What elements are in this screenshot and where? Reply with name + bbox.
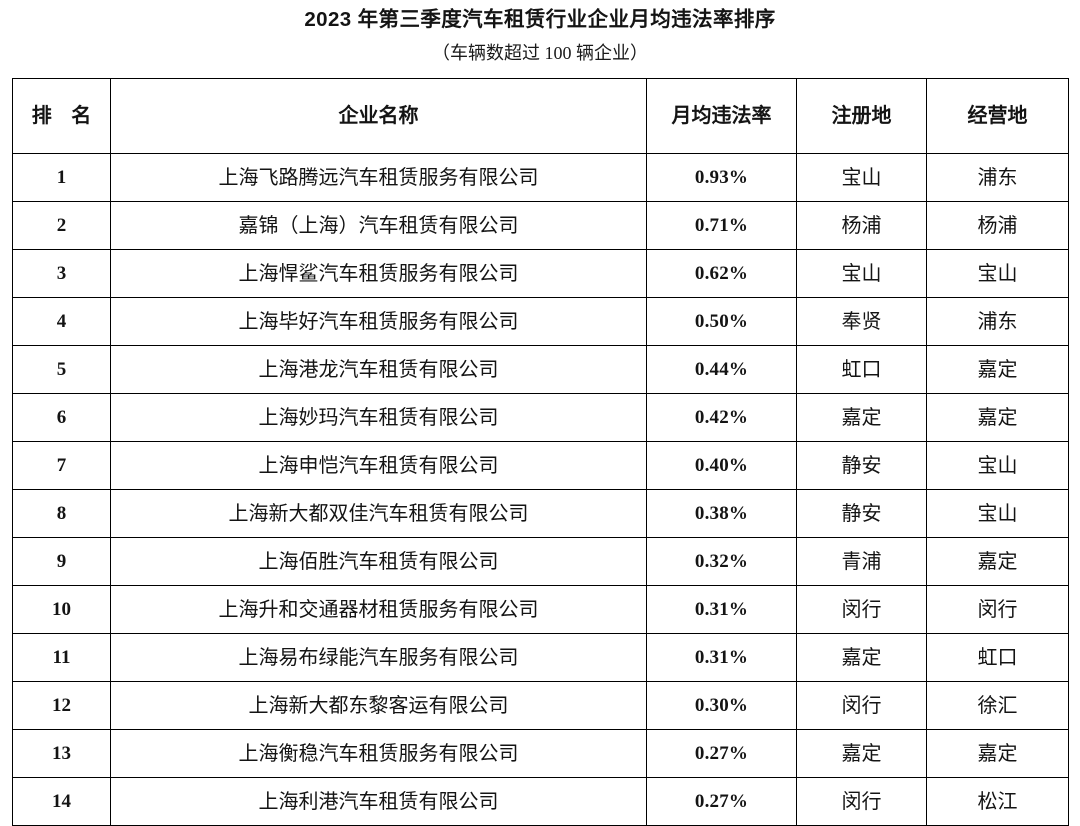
cell-operation-district: 杨浦 <box>926 201 1069 250</box>
cell-company-name: 上海港龙汽车租赁有限公司 <box>110 345 647 394</box>
cell-company-name: 上海妙玛汽车租赁有限公司 <box>110 393 647 442</box>
table-row: 14 上海利港汽车租赁有限公司 0.27% 闵行 松江 <box>12 777 1069 826</box>
cell-violation-rate: 0.31% <box>646 633 797 682</box>
cell-registration-district: 静安 <box>796 441 927 490</box>
cell-rank: 12 <box>12 681 111 730</box>
cell-violation-rate: 0.30% <box>646 681 797 730</box>
table-row: 9 上海佰胜汽车租赁有限公司 0.32% 青浦 嘉定 <box>12 537 1069 586</box>
cell-operation-district: 浦东 <box>926 153 1069 202</box>
cell-company-name: 上海利港汽车租赁有限公司 <box>110 777 647 826</box>
cell-registration-district: 虹口 <box>796 345 927 394</box>
title-block: 2023 年第三季度汽车租赁行业企业月均违法率排序 （车辆数超过 100 辆企业… <box>0 0 1080 66</box>
column-header-monthly-violation-rate: 月均违法率 <box>646 78 797 154</box>
cell-violation-rate: 0.31% <box>646 585 797 634</box>
cell-rank: 4 <box>12 297 111 346</box>
table-row: 8 上海新大都双佳汽车租赁有限公司 0.38% 静安 宝山 <box>12 489 1069 538</box>
cell-operation-district: 嘉定 <box>926 345 1069 394</box>
cell-registration-district: 静安 <box>796 489 927 538</box>
cell-operation-district: 宝山 <box>926 441 1069 490</box>
table-body: 1 上海飞路腾远汽车租赁服务有限公司 0.93% 宝山 浦东 2 嘉锦（上海）汽… <box>12 153 1069 826</box>
table-header-row: 排 名 企业名称 月均违法率 注册地 经营地 <box>12 78 1069 154</box>
cell-company-name: 上海悍鲨汽车租赁服务有限公司 <box>110 249 647 298</box>
cell-operation-district: 浦东 <box>926 297 1069 346</box>
page-subtitle: （车辆数超过 100 辆企业） <box>432 43 648 63</box>
column-header-rank: 排 名 <box>12 78 111 154</box>
cell-registration-district: 杨浦 <box>796 201 927 250</box>
cell-registration-district: 嘉定 <box>796 393 927 442</box>
cell-violation-rate: 0.44% <box>646 345 797 394</box>
cell-violation-rate: 0.40% <box>646 441 797 490</box>
table-row: 1 上海飞路腾远汽车租赁服务有限公司 0.93% 宝山 浦东 <box>12 153 1069 202</box>
table-row: 10 上海升和交通器材租赁服务有限公司 0.31% 闵行 闵行 <box>12 585 1069 634</box>
page-title: 2023 年第三季度汽车租赁行业企业月均违法率排序 <box>304 8 776 31</box>
cell-rank: 14 <box>12 777 111 826</box>
cell-registration-district: 嘉定 <box>796 729 927 778</box>
cell-violation-rate: 0.71% <box>646 201 797 250</box>
cell-company-name: 上海佰胜汽车租赁有限公司 <box>110 537 647 586</box>
cell-company-name: 上海毕好汽车租赁服务有限公司 <box>110 297 647 346</box>
cell-violation-rate: 0.62% <box>646 249 797 298</box>
table-row: 5 上海港龙汽车租赁有限公司 0.44% 虹口 嘉定 <box>12 345 1069 394</box>
cell-violation-rate: 0.27% <box>646 729 797 778</box>
column-header-operation-district: 经营地 <box>926 78 1069 154</box>
cell-operation-district: 徐汇 <box>926 681 1069 730</box>
table-row: 12 上海新大都东黎客运有限公司 0.30% 闵行 徐汇 <box>12 681 1069 730</box>
table-row: 11 上海易布绿能汽车服务有限公司 0.31% 嘉定 虹口 <box>12 633 1069 682</box>
cell-operation-district: 宝山 <box>926 249 1069 298</box>
cell-registration-district: 奉贤 <box>796 297 927 346</box>
cell-violation-rate: 0.93% <box>646 153 797 202</box>
cell-rank: 1 <box>12 153 111 202</box>
cell-company-name: 上海申恺汽车租赁有限公司 <box>110 441 647 490</box>
cell-rank: 7 <box>12 441 111 490</box>
cell-company-name: 上海衡稳汽车租赁服务有限公司 <box>110 729 647 778</box>
cell-registration-district: 闵行 <box>796 777 927 826</box>
cell-registration-district: 闵行 <box>796 681 927 730</box>
ranking-table-container: 排 名 企业名称 月均违法率 注册地 经营地 1 上海飞路腾远汽车租赁服务有限公… <box>12 78 1069 826</box>
table-row: 7 上海申恺汽车租赁有限公司 0.40% 静安 宝山 <box>12 441 1069 490</box>
column-header-registration-district: 注册地 <box>796 78 927 154</box>
table-header: 排 名 企业名称 月均违法率 注册地 经营地 <box>12 78 1069 154</box>
table-row: 6 上海妙玛汽车租赁有限公司 0.42% 嘉定 嘉定 <box>12 393 1069 442</box>
table-row: 4 上海毕好汽车租赁服务有限公司 0.50% 奉贤 浦东 <box>12 297 1069 346</box>
cell-operation-district: 松江 <box>926 777 1069 826</box>
cell-violation-rate: 0.32% <box>646 537 797 586</box>
cell-registration-district: 闵行 <box>796 585 927 634</box>
cell-operation-district: 宝山 <box>926 489 1069 538</box>
cell-rank: 6 <box>12 393 111 442</box>
cell-operation-district: 嘉定 <box>926 729 1069 778</box>
cell-violation-rate: 0.27% <box>646 777 797 826</box>
column-header-company-name: 企业名称 <box>110 78 647 154</box>
table-row: 2 嘉锦（上海）汽车租赁有限公司 0.71% 杨浦 杨浦 <box>12 201 1069 250</box>
cell-company-name: 上海升和交通器材租赁服务有限公司 <box>110 585 647 634</box>
cell-company-name: 上海新大都东黎客运有限公司 <box>110 681 647 730</box>
cell-company-name: 上海新大都双佳汽车租赁有限公司 <box>110 489 647 538</box>
cell-operation-district: 嘉定 <box>926 537 1069 586</box>
cell-registration-district: 宝山 <box>796 153 927 202</box>
cell-rank: 13 <box>12 729 111 778</box>
cell-rank: 2 <box>12 201 111 250</box>
cell-violation-rate: 0.38% <box>646 489 797 538</box>
cell-registration-district: 嘉定 <box>796 633 927 682</box>
cell-violation-rate: 0.42% <box>646 393 797 442</box>
cell-rank: 9 <box>12 537 111 586</box>
cell-registration-district: 宝山 <box>796 249 927 298</box>
cell-company-name: 嘉锦（上海）汽车租赁有限公司 <box>110 201 647 250</box>
table-row: 13 上海衡稳汽车租赁服务有限公司 0.27% 嘉定 嘉定 <box>12 729 1069 778</box>
cell-rank: 8 <box>12 489 111 538</box>
cell-rank: 3 <box>12 249 111 298</box>
cell-operation-district: 闵行 <box>926 585 1069 634</box>
cell-operation-district: 嘉定 <box>926 393 1069 442</box>
cell-rank: 10 <box>12 585 111 634</box>
cell-rank: 11 <box>12 633 111 682</box>
ranking-table: 排 名 企业名称 月均违法率 注册地 经营地 1 上海飞路腾远汽车租赁服务有限公… <box>12 78 1069 826</box>
cell-company-name: 上海飞路腾远汽车租赁服务有限公司 <box>110 153 647 202</box>
cell-rank: 5 <box>12 345 111 394</box>
cell-violation-rate: 0.50% <box>646 297 797 346</box>
cell-company-name: 上海易布绿能汽车服务有限公司 <box>110 633 647 682</box>
cell-registration-district: 青浦 <box>796 537 927 586</box>
cell-operation-district: 虹口 <box>926 633 1069 682</box>
table-row: 3 上海悍鲨汽车租赁服务有限公司 0.62% 宝山 宝山 <box>12 249 1069 298</box>
